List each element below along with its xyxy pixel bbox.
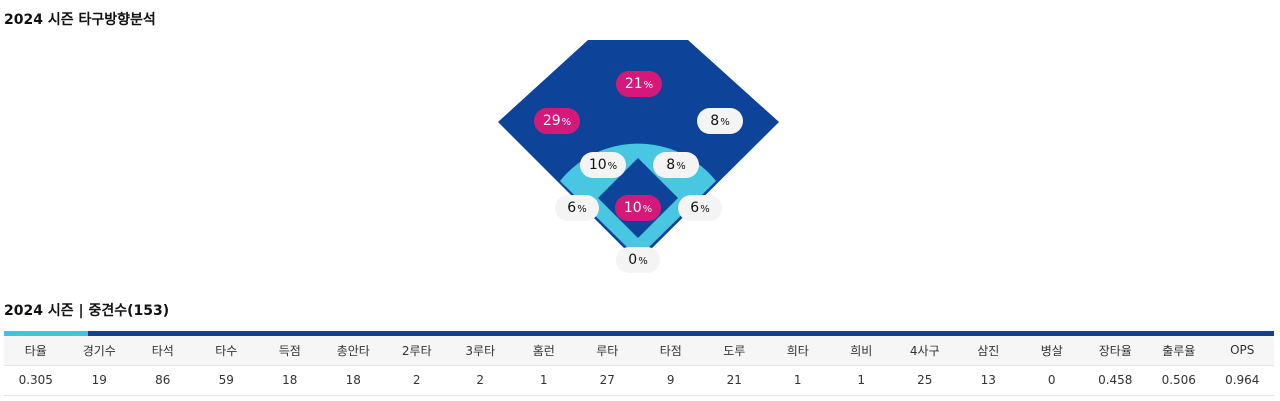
- table-cell: 27: [575, 365, 639, 396]
- table-cell: 1: [766, 365, 830, 396]
- column-header: 장타율: [1083, 336, 1147, 366]
- zone-catcher: 0%: [616, 247, 660, 273]
- table-cell: 13: [956, 365, 1020, 396]
- column-header: 타율: [4, 336, 68, 366]
- column-header: 타점: [639, 336, 703, 366]
- column-header: 득점: [258, 336, 322, 366]
- zone-right-field: 8%: [697, 108, 743, 134]
- table-row: 0.305 19 86 59 18 18 2 2 1 27 9 21 1 1 25 13 0 0.458 0.506…: [4, 365, 1274, 396]
- table-cell: 86: [131, 365, 195, 396]
- column-header: 홈런: [512, 336, 576, 366]
- table-cell: 0.458: [1083, 365, 1147, 396]
- table-cell: 9: [639, 365, 703, 396]
- spray-chart: 21% 29% 8% 10% 8% 6% 10% 6% 0%: [498, 40, 779, 273]
- column-header: 2루타: [385, 336, 449, 366]
- table-header-row: 타율 경기수 타석 타수 득점 총안타 2루타 3루타 홈런 루타 타점 도루 희타 희비 4사구 삼진 병살 장…: [4, 336, 1274, 366]
- stats-table: 타율 경기수 타석 타수 득점 총안타 2루타 3루타 홈런 루타 타점 도루 희타 희비 4사구 삼진 병살 장…: [4, 336, 1274, 396]
- column-header: 도루: [702, 336, 766, 366]
- column-header: 출루율: [1147, 336, 1211, 366]
- column-header: 타수: [194, 336, 258, 366]
- table-cell: 2: [448, 365, 512, 396]
- zone-pitcher: 10%: [615, 195, 661, 221]
- table-cell: 59: [194, 365, 258, 396]
- column-header: 총안타: [321, 336, 385, 366]
- zone-second-base: 8%: [653, 152, 699, 178]
- zone-first-base-line: 6%: [678, 195, 722, 221]
- table-cell: 1: [829, 365, 893, 396]
- table-top-accent: [4, 331, 88, 336]
- zone-third-base-line: 6%: [555, 195, 599, 221]
- column-header: 희비: [829, 336, 893, 366]
- zone-center-field: 21%: [616, 71, 662, 97]
- table-cell: 19: [67, 365, 131, 396]
- table-cell: 1: [512, 365, 576, 396]
- zone-left-field: 29%: [534, 108, 580, 134]
- table-cell: 18: [321, 365, 385, 396]
- zone-shortstop: 10%: [580, 152, 626, 178]
- column-header: 루타: [575, 336, 639, 366]
- table-cell: 25: [893, 365, 957, 396]
- column-header: OPS: [1210, 336, 1274, 366]
- column-header: 병살: [1020, 336, 1084, 366]
- table-cell: 0.506: [1147, 365, 1211, 396]
- column-header: 3루타: [448, 336, 512, 366]
- table-cell: 18: [258, 365, 322, 396]
- stats-table-container: 타율 경기수 타석 타수 득점 총안타 2루타 3루타 홈런 루타 타점 도루 희타 희비 4사구 삼진 병살 장…: [4, 331, 1274, 396]
- spray-section-title: 2024 시즌 타구방향분석: [4, 12, 156, 28]
- table-cell: 0.964: [1210, 365, 1274, 396]
- column-header: 4사구: [893, 336, 957, 366]
- table-top-bar: [4, 331, 1274, 336]
- table-cell: 0.305: [4, 365, 68, 396]
- column-header: 삼진: [956, 336, 1020, 366]
- column-header: 경기수: [67, 336, 131, 366]
- table-cell: 21: [702, 365, 766, 396]
- column-header: 희타: [766, 336, 830, 366]
- stats-section-title: 2024 시즌 | 중견수(153): [4, 303, 170, 319]
- table-cell: 2: [385, 365, 449, 396]
- table-cell: 0: [1020, 365, 1084, 396]
- column-header: 타석: [131, 336, 195, 366]
